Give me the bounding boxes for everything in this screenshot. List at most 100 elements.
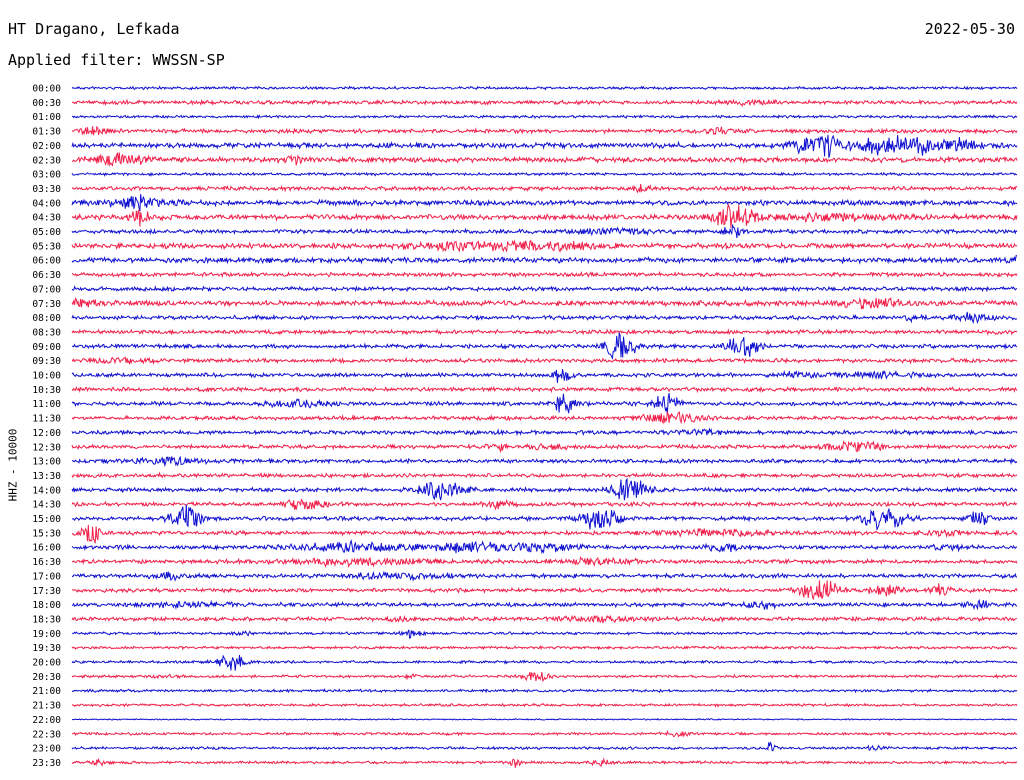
seismic-trace-row xyxy=(71,477,1018,501)
seismic-trace-row xyxy=(71,717,1018,721)
row-time-label: 08:30 xyxy=(32,327,61,338)
row-time-label: 03:30 xyxy=(32,184,61,195)
row-time-label: 11:30 xyxy=(32,414,61,425)
station-name: HT Dragano, Lefkada xyxy=(8,20,180,38)
row-time-label: 21:00 xyxy=(32,686,61,697)
row-time-label: 01:30 xyxy=(32,127,61,138)
row-time-label: 02:00 xyxy=(32,141,61,152)
seismic-trace-row xyxy=(71,524,1018,544)
row-time-label: 14:30 xyxy=(32,500,61,511)
row-time-label: 20:30 xyxy=(32,672,61,683)
seismic-trace-row xyxy=(71,171,1018,177)
row-time-label: 05:00 xyxy=(32,227,61,238)
seismic-trace-row xyxy=(71,239,1018,253)
row-time-label: 13:00 xyxy=(32,457,61,468)
seismic-trace-row xyxy=(71,125,1018,136)
seismic-trace-row xyxy=(71,539,1018,555)
seismic-trace-row xyxy=(71,369,1018,383)
row-time-label: 22:30 xyxy=(32,729,61,740)
row-time-label: 10:30 xyxy=(32,385,61,396)
seismic-trace-row xyxy=(71,455,1018,468)
seismic-trace-row xyxy=(71,556,1018,569)
row-time-label: 02:30 xyxy=(32,155,61,166)
seismic-trace-row xyxy=(71,702,1018,708)
seismic-trace-row xyxy=(72,332,1018,360)
row-time-label: 03:00 xyxy=(32,170,61,181)
row-time-label: 09:30 xyxy=(32,356,61,367)
seismic-trace-row xyxy=(71,385,1018,394)
row-time-label: 06:30 xyxy=(32,270,61,281)
seismic-trace-row xyxy=(71,687,1018,694)
seismic-trace-row xyxy=(71,757,1018,768)
row-time-label: 15:30 xyxy=(32,528,61,539)
row-time-label: 21:30 xyxy=(32,701,61,712)
row-time-label: 07:30 xyxy=(32,299,61,310)
row-time-label: 23:30 xyxy=(32,758,61,769)
seismic-trace-row xyxy=(71,183,1018,194)
row-time-label: 20:00 xyxy=(32,658,61,669)
row-time-label: 17:00 xyxy=(32,571,61,582)
row-time-label: 14:00 xyxy=(32,485,61,496)
recording-date: 2022-05-30 xyxy=(924,20,1015,38)
row-time-label: 00:30 xyxy=(32,98,61,109)
row-time-label: 12:00 xyxy=(32,428,61,439)
seismic-trace-row xyxy=(71,328,1018,336)
seismic-trace-row xyxy=(71,645,1018,651)
row-time-label: 00:00 xyxy=(32,84,61,95)
seismic-trace-row xyxy=(71,134,1018,158)
seismic-trace-row xyxy=(71,440,1017,454)
row-time-label: 18:30 xyxy=(32,614,61,625)
row-time-label: 19:00 xyxy=(32,629,61,640)
seismic-trace-row xyxy=(71,410,1018,425)
row-time-label: 18:00 xyxy=(32,600,61,611)
filter-label: Applied filter: WWSSN-SP xyxy=(8,51,225,69)
row-time-label: 16:00 xyxy=(32,543,61,554)
seismic-trace-row xyxy=(71,654,1018,671)
seismic-trace-row xyxy=(71,671,1018,682)
row-time-label: 12:30 xyxy=(32,442,61,453)
seismic-trace-row xyxy=(71,270,1018,279)
seismic-trace-row xyxy=(71,356,1018,365)
seismic-trace-row xyxy=(71,223,1018,238)
seismic-trace-row xyxy=(71,729,1018,738)
seismic-trace-row xyxy=(71,498,1018,511)
seismic-trace-row xyxy=(71,152,1018,167)
row-time-label: 15:00 xyxy=(32,514,61,525)
seismic-trace-row xyxy=(71,98,1018,107)
row-time-label: 23:00 xyxy=(32,744,61,755)
seismic-trace-row xyxy=(71,393,1018,415)
seismic-trace-row xyxy=(71,254,1018,265)
row-time-label: 05:30 xyxy=(32,241,61,252)
seismic-trace-row xyxy=(71,427,1018,437)
seismic-trace-row xyxy=(71,311,1018,325)
seismic-trace-row xyxy=(71,741,1018,752)
row-time-label: 04:30 xyxy=(32,213,61,224)
row-time-label: 22:00 xyxy=(32,715,61,726)
seismic-trace-row xyxy=(71,598,1018,611)
seismic-trace-row xyxy=(71,114,1018,120)
seismic-trace-row xyxy=(71,194,1018,212)
row-time-label: 07:00 xyxy=(32,284,61,295)
row-time-label: 10:00 xyxy=(32,371,61,382)
row-time-label: 11:00 xyxy=(32,399,61,410)
row-time-label: 16:30 xyxy=(32,557,61,568)
seismic-trace-row xyxy=(71,285,1018,293)
row-time-label: 04:00 xyxy=(32,198,61,209)
seismic-trace-row xyxy=(71,614,1018,624)
seismic-trace-row xyxy=(71,297,1018,310)
row-time-label: 08:00 xyxy=(32,313,61,324)
seismic-trace-row xyxy=(71,202,1018,228)
row-time-label: 09:00 xyxy=(32,342,61,353)
row-time-label: 01:00 xyxy=(32,112,61,123)
seismic-trace-row xyxy=(71,471,1018,479)
row-time-label: 19:30 xyxy=(32,643,61,654)
row-time-label: 06:00 xyxy=(32,256,61,267)
row-time-label: 17:30 xyxy=(32,586,61,597)
seismic-trace-row xyxy=(71,570,1018,582)
seismic-trace-row xyxy=(71,629,1018,639)
seismic-trace-row xyxy=(71,580,1018,601)
seismic-trace-row xyxy=(71,504,1018,530)
row-time-label: 13:30 xyxy=(32,471,61,482)
seismic-trace-row xyxy=(71,85,1018,91)
